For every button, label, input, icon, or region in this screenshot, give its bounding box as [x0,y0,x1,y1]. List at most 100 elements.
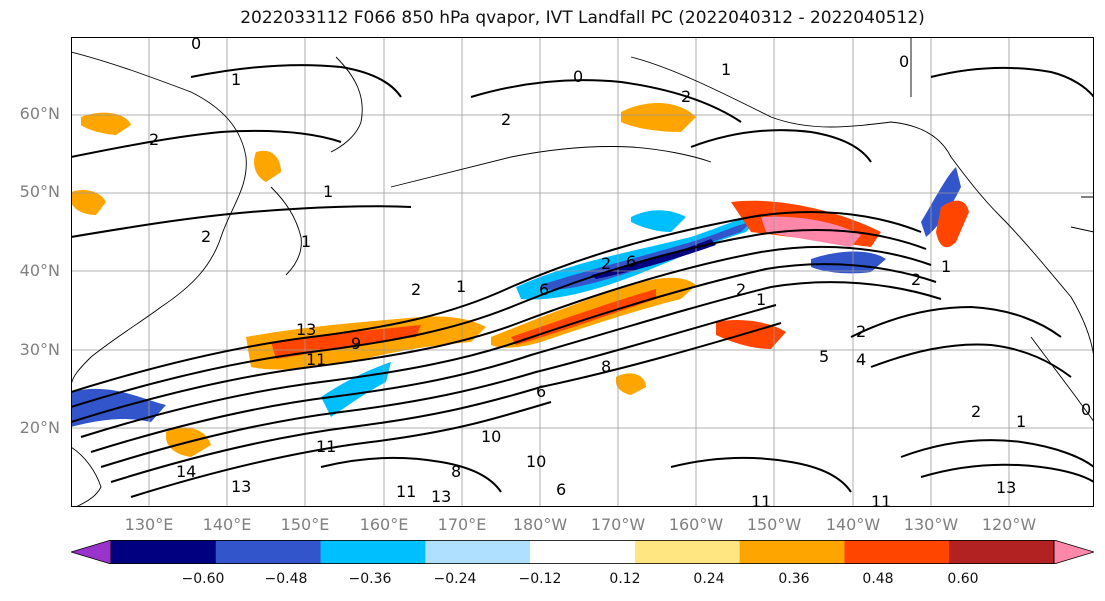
contour-label: 1 [323,182,333,201]
positive-anomaly-coast [936,200,969,248]
map-frame [71,37,1094,507]
coastline-aleutians [390,146,712,188]
colorbar-cell [530,540,636,564]
contour-label: 8 [451,462,461,481]
contour-label: 2 [971,402,981,421]
colorbar-cell [949,540,1055,564]
contour-label: 0 [191,37,201,53]
positive-anomaly-sw [71,190,106,215]
contour-label: 0 [899,52,909,71]
colorbar-cell [320,540,426,564]
coastline-alaska [630,56,1094,358]
ivt-contours [71,64,1094,498]
coastline-mexico [1030,336,1094,423]
colorbar [71,540,1094,564]
contour-label: 6 [539,280,549,299]
contour-label: 2 [911,270,921,289]
colorbar-tick: 0.48 [862,571,894,587]
colorbar-tick: −0.48 [264,571,308,587]
colorbar-cell [111,540,217,564]
colorbar-tick: −0.60 [181,571,225,587]
contour-label: 1 [721,60,731,79]
colorbar-frame [110,540,1055,564]
contour-label: 11 [396,482,416,501]
positive-anomaly-core-west [271,325,421,359]
coastlines [71,37,1094,507]
contour-label: 9 [351,334,361,353]
contour-label: 6 [626,252,636,271]
lon-label: 120°W [981,515,1037,534]
contour-label: 6 [556,480,566,499]
lon-label: 170°W [590,515,646,534]
contour-label: 0 [573,67,583,86]
colorbar-tick: −0.36 [348,571,392,587]
lon-label: 160°E [359,515,409,534]
colorbar-tick: 0.24 [693,571,725,587]
contour-label: 10 [481,427,501,446]
lon-label: 130°E [124,515,174,534]
lon-label: 140°E [202,515,252,534]
contour-label: 1 [1016,412,1026,431]
colorbar-cell [739,540,845,564]
lon-label: 130°W [903,515,959,534]
contour-label: 1 [756,290,766,309]
contour-label: 1 [301,232,311,251]
contour-label: 11 [316,437,336,456]
coastline-japan [270,186,302,276]
graticule [71,37,1094,507]
contour-label: 13 [296,320,316,339]
coastline-islands-sw [71,446,102,507]
contour-label: 4 [856,350,866,369]
contour-label: 2 [601,254,611,273]
colorbar-cell [215,540,322,564]
contour-label: 1 [456,277,466,296]
contour-label: 2 [501,110,511,129]
lon-label: 150°W [746,515,802,534]
contour-label: 2 [149,130,159,149]
colorbar-extension-low [71,540,112,564]
contour-label: 0 [1081,400,1091,419]
negative-anomaly-alaska [631,210,686,232]
map-title: 2022033112 F066 850 hPa qvapor, IVT Land… [240,8,925,28]
contour-label: 1 [941,257,951,276]
lon-label: 140°W [825,515,881,534]
positive-anomaly-nw [81,112,131,135]
contour-labels: 0 1 0 0 1 2 2 1 2 1 1 2 2 2 6 6 2 1 2 2 [149,37,1091,507]
lat-label: 60°N [19,104,60,123]
lon-label: 170°E [437,515,487,534]
colorbar-tick: −0.12 [518,571,562,587]
colorbar-cell [844,540,950,564]
colorbar-cell [425,540,531,564]
contour-label: 13 [431,487,451,506]
map-canvas: 0 1 0 0 1 2 2 1 2 1 1 2 2 2 6 6 2 1 2 2 [71,37,1094,507]
contour-label: 14 [176,462,196,481]
lat-label: 40°N [19,261,60,280]
lon-label: 180°W [512,515,568,534]
colorbar-extension-high [1053,540,1094,564]
positive-anomaly-japan [254,150,281,182]
contour-label: 11 [751,492,771,507]
contour-label: 1 [231,70,241,89]
colorbar-cell [634,540,741,564]
contour-label: 8 [601,357,611,376]
negative-anomaly-core [541,222,751,290]
contour-label: 11 [306,350,326,369]
contour-label: 2 [201,227,211,246]
contour-label: 2 [411,280,421,299]
negative-anomaly-gulf [811,251,886,274]
contour-label: 13 [231,477,251,496]
lon-label: 160°W [668,515,724,534]
positive-anomaly-gulf-pink [761,216,861,247]
colorbar-tick: 0.60 [947,571,979,587]
contour-label: 6 [536,382,546,401]
contour-label: 10 [526,452,546,471]
colorbar-tick: 0.12 [609,571,641,587]
contour-label: 5 [819,347,829,366]
positive-anomaly-north [621,102,696,132]
lon-label: 150°E [280,515,330,534]
lat-label: 50°N [19,182,60,201]
contour-label: 13 [996,478,1016,497]
positive-anomaly-mid3 [616,373,646,395]
contour-label: 2 [736,280,746,299]
colorbar-tick: 0.36 [778,571,810,587]
